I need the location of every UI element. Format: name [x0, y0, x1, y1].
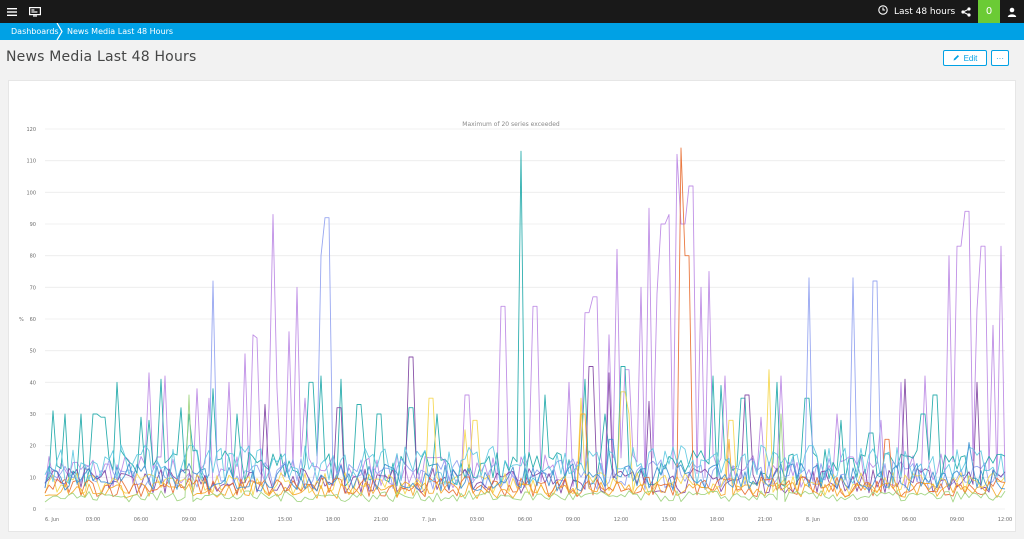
x-tick-label: 03:00: [470, 517, 484, 523]
y-tick-label: 110: [26, 159, 36, 165]
y-tick-label: 70: [30, 285, 36, 291]
chart-tile: 0 10 20 30 40 50 60 70 80 90 100 110 120 6. Jun 03:00…: [8, 80, 1016, 532]
page-title: News Media Last 48 Hours: [6, 49, 197, 65]
x-tick-label: 06:00: [134, 517, 148, 523]
breadcrumb-dashboards[interactable]: Dashboards: [11, 27, 59, 36]
top-navigation-bar: Last 48 hours 0: [0, 0, 1024, 23]
x-axis: 6. Jun 03:00 06:00 09:00 12:00 15:00 18:00 21:0…: [45, 517, 1012, 523]
breadcrumb-current: News Media Last 48 Hours: [67, 27, 174, 36]
y-tick-label: 50: [30, 349, 36, 355]
y-tick-label: 80: [30, 254, 36, 260]
user-icon[interactable]: [1004, 0, 1020, 23]
y-tick-label: 0: [33, 507, 36, 513]
breadcrumb: Dashboards News Media Last 48 Hours: [0, 23, 1024, 40]
x-tick-label: 18:00: [326, 517, 340, 523]
x-tick-label: 09:00: [566, 517, 580, 523]
timeframe-label: Last 48 hours: [894, 6, 956, 17]
series-line[interactable]: [44, 153, 1006, 489]
pencil-icon: [953, 54, 960, 63]
problems-badge[interactable]: 0: [978, 0, 1000, 23]
y-tick-label: 90: [30, 222, 36, 228]
y-tick-label: 30: [30, 412, 36, 418]
series-line[interactable]: [44, 394, 1006, 503]
x-tick-label: 7. Jun: [422, 517, 436, 523]
series-line[interactable]: [44, 413, 1006, 499]
y-tick-label: 100: [26, 190, 36, 196]
y-tick-label: 120: [26, 127, 36, 133]
x-tick-label: 15:00: [662, 517, 676, 523]
breadcrumb-separator-icon: [56, 23, 63, 40]
x-tick-label: 12:00: [998, 517, 1012, 523]
chart-grid: [45, 128, 1005, 510]
series-limit-warning: Maximum of 20 series exceeded: [462, 121, 560, 128]
x-tick-label: 21:00: [758, 517, 772, 523]
x-tick-label: 8. Jun: [806, 517, 820, 523]
x-tick-label: 18:00: [710, 517, 724, 523]
more-options-button[interactable]: ···: [991, 50, 1009, 66]
x-tick-label: 09:00: [182, 517, 196, 523]
timeframe-selector[interactable]: Last 48 hours: [878, 0, 955, 23]
x-tick-label: 03:00: [854, 517, 868, 523]
x-tick-label: 06:00: [902, 517, 916, 523]
x-tick-label: 09:00: [950, 517, 964, 523]
x-tick-label: 15:00: [278, 517, 292, 523]
series-line[interactable]: [44, 150, 1006, 487]
y-tick-label: 60: [30, 317, 36, 323]
series-group: [44, 147, 1006, 503]
series-line[interactable]: [44, 438, 1006, 492]
edit-label: Edit: [963, 53, 978, 63]
hamburger-menu-icon[interactable]: [4, 0, 20, 23]
x-tick-label: 12:00: [230, 517, 244, 523]
y-axis: 0 10 20 30 40 50 60 70 80 90 100 110 120: [26, 127, 36, 513]
share-icon[interactable]: [958, 0, 974, 23]
x-tick-label: 6. Jun: [45, 517, 59, 523]
y-axis-label: %: [19, 317, 24, 323]
x-tick-label: 12:00: [614, 517, 628, 523]
monitor-icon[interactable]: [26, 0, 44, 23]
clock-icon: [878, 5, 888, 18]
y-tick-label: 40: [30, 380, 36, 386]
x-tick-label: 21:00: [374, 517, 388, 523]
y-tick-label: 10: [30, 475, 36, 481]
edit-button[interactable]: Edit: [943, 50, 987, 66]
x-tick-label: 03:00: [86, 517, 100, 523]
x-tick-label: 06:00: [518, 517, 532, 523]
series-line[interactable]: [44, 147, 1006, 498]
series-line[interactable]: [44, 444, 1006, 486]
y-tick-label: 20: [30, 444, 36, 450]
line-chart: 0 10 20 30 40 50 60 70 80 90 100 110 120 6. Jun 03:00…: [19, 121, 1012, 523]
